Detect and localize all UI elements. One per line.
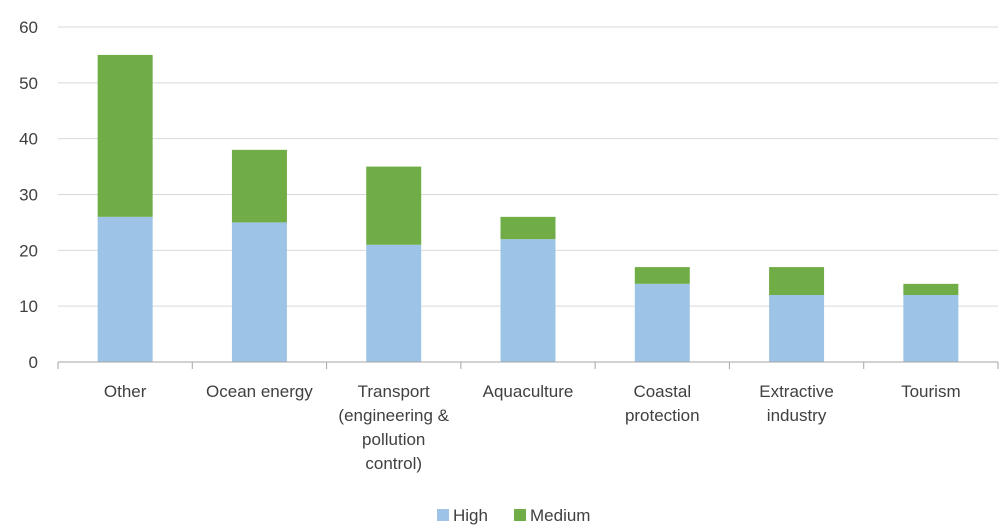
- y-tick-label: 10: [19, 297, 38, 316]
- category-label: Other: [104, 382, 147, 401]
- bar-medium-2: [366, 166, 422, 245]
- category-label: Transport (engineering & pollution control): [338, 382, 449, 473]
- legend: High Medium: [437, 506, 590, 525]
- category-label-line: industry: [767, 406, 827, 425]
- bar-medium-0: [97, 54, 153, 217]
- category-label-line: Tourism: [901, 382, 961, 401]
- category-label-line: Extractive: [759, 382, 834, 401]
- category-label: Extractive industry: [759, 382, 834, 425]
- bar-high-6: [903, 295, 959, 362]
- bars: [97, 54, 959, 362]
- bar-medium-4: [634, 267, 690, 284]
- bar-high-4: [634, 283, 690, 362]
- category-label-line: protection: [625, 406, 700, 425]
- category-label-line: Ocean energy: [206, 382, 313, 401]
- y-tick-label: 50: [19, 74, 38, 93]
- legend-item-high: High: [437, 506, 488, 525]
- x-axis: [57, 361, 999, 369]
- category-label-line: pollution: [362, 430, 425, 449]
- legend-label: Medium: [530, 506, 590, 525]
- bar-medium-6: [903, 283, 959, 295]
- y-tick-label: 30: [19, 186, 38, 205]
- category-label-line: control): [365, 454, 422, 473]
- bar-high-3: [500, 239, 556, 362]
- category-label-line: Other: [104, 382, 147, 401]
- bar-medium-1: [231, 149, 287, 223]
- bar-high-5: [769, 295, 825, 362]
- legend-label: High: [453, 506, 488, 525]
- category-label: Ocean energy: [206, 382, 313, 401]
- category-label-line: Coastal: [633, 382, 691, 401]
- category-label: Coastal protection: [625, 382, 700, 425]
- legend-swatch: [437, 509, 449, 521]
- y-axis-tick-labels: 0 10 20 30 40 50 60: [19, 18, 38, 372]
- bar-medium-5: [769, 267, 825, 295]
- category-label: Aquaculture: [483, 382, 574, 401]
- category-label-line: (engineering &: [338, 406, 449, 425]
- y-tick-label: 40: [19, 130, 38, 149]
- bar-high-0: [97, 216, 153, 362]
- y-tick-label: 60: [19, 18, 38, 37]
- bar-high-2: [366, 244, 422, 362]
- gridlines: [58, 26, 998, 307]
- category-label: Tourism: [901, 382, 961, 401]
- category-label-line: Aquaculture: [483, 382, 574, 401]
- y-tick-label: 20: [19, 241, 38, 260]
- legend-item-medium: Medium: [514, 506, 590, 525]
- category-labels: Other Ocean energy Transport (engineering &…: [104, 382, 961, 473]
- bar-high-1: [231, 222, 287, 362]
- category-label-line: Transport: [358, 382, 430, 401]
- legend-swatch: [514, 509, 526, 521]
- bar-medium-3: [500, 216, 556, 240]
- y-tick-label: 0: [29, 353, 38, 372]
